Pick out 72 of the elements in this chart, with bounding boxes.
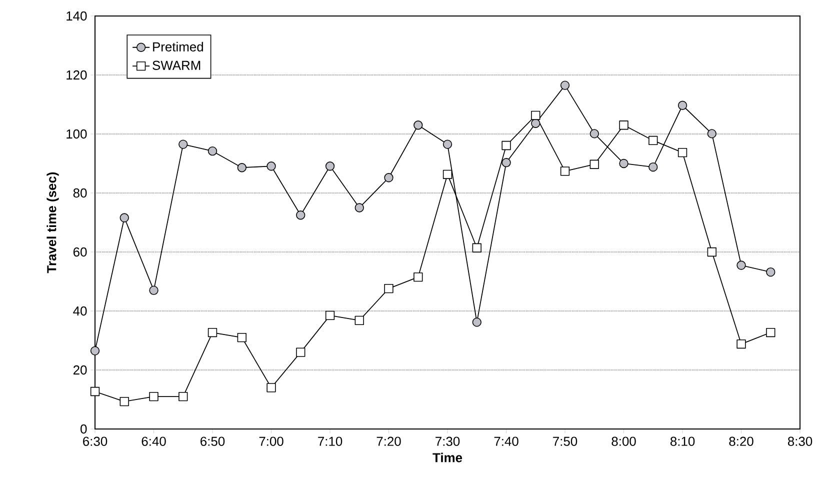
point bbox=[208, 146, 218, 156]
point bbox=[178, 392, 188, 402]
point bbox=[237, 163, 246, 172]
point bbox=[531, 110, 540, 120]
point bbox=[296, 348, 306, 357]
point bbox=[266, 162, 276, 171]
point bbox=[266, 383, 276, 392]
y-tick-label: 80 bbox=[73, 188, 87, 198]
point bbox=[325, 310, 335, 320]
point bbox=[149, 286, 158, 295]
x-axis-title: Time bbox=[432, 452, 462, 462]
point bbox=[619, 120, 628, 130]
point bbox=[120, 396, 129, 406]
legend-label: Pretimed bbox=[153, 42, 203, 52]
point bbox=[736, 260, 746, 270]
x-tick-label: 8:00 bbox=[612, 436, 636, 446]
point bbox=[237, 332, 246, 342]
point bbox=[414, 120, 423, 130]
point bbox=[178, 140, 188, 149]
point bbox=[442, 140, 452, 149]
y-tick-label: 60 bbox=[73, 247, 87, 257]
x-tick-label: 8:30 bbox=[788, 436, 812, 446]
point bbox=[354, 316, 364, 326]
point bbox=[149, 392, 158, 402]
y-tick-label: 0 bbox=[80, 424, 87, 434]
point bbox=[648, 162, 658, 172]
point bbox=[90, 386, 100, 396]
point bbox=[707, 247, 716, 257]
point bbox=[560, 80, 570, 90]
point bbox=[296, 210, 306, 220]
x-tick-label: 7:10 bbox=[318, 436, 342, 446]
point bbox=[120, 213, 129, 222]
x-tick-label: 7:00 bbox=[259, 436, 284, 446]
point bbox=[766, 328, 776, 338]
point bbox=[325, 162, 335, 171]
x-tick-label: 7:30 bbox=[436, 436, 460, 446]
point bbox=[736, 339, 746, 349]
y-tick-label: 40 bbox=[73, 306, 87, 316]
x-tick-label: 6:40 bbox=[142, 436, 166, 446]
point bbox=[560, 166, 570, 176]
point bbox=[442, 170, 452, 179]
point bbox=[678, 100, 688, 110]
x-tick-label: 6:50 bbox=[200, 436, 225, 446]
point bbox=[414, 272, 423, 282]
point bbox=[384, 284, 394, 294]
y-tick-label: 120 bbox=[66, 70, 87, 80]
point bbox=[502, 140, 511, 150]
point bbox=[354, 203, 364, 212]
x-tick-label: 7:50 bbox=[553, 436, 578, 446]
point bbox=[90, 346, 100, 356]
x-tick-label: 6:30 bbox=[83, 436, 108, 446]
point bbox=[707, 129, 716, 138]
point bbox=[208, 328, 218, 338]
point bbox=[648, 136, 658, 146]
point bbox=[766, 267, 776, 277]
point bbox=[502, 158, 511, 168]
x-tick-label: 8:20 bbox=[729, 436, 754, 446]
point bbox=[590, 160, 599, 169]
y-axis-title: Travel time (sec) bbox=[46, 172, 59, 274]
x-tick-label: 8:10 bbox=[670, 436, 695, 446]
point bbox=[619, 158, 628, 168]
y-tick-label: 20 bbox=[73, 365, 87, 375]
point bbox=[590, 129, 599, 138]
legend-label: SWARM bbox=[152, 60, 200, 70]
x-tick-label: 7:20 bbox=[376, 436, 401, 446]
point bbox=[472, 243, 482, 252]
y-tick-label: 100 bbox=[66, 129, 87, 139]
point bbox=[678, 148, 688, 158]
y-tick-label: 140 bbox=[66, 11, 87, 21]
point bbox=[384, 173, 394, 182]
x-tick-label: 7:40 bbox=[494, 436, 518, 446]
point bbox=[472, 318, 482, 327]
